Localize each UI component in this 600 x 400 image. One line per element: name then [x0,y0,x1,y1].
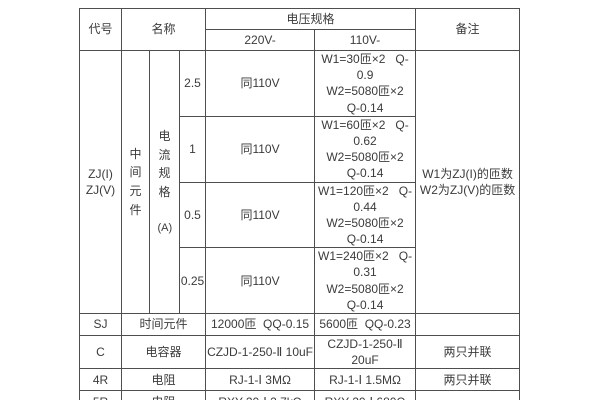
header-220v: 220V- [205,29,316,51]
header-remark: 备注 [415,8,521,51]
zj-220v-cell: 同110V [205,247,316,314]
code-cell: 5R [79,390,122,400]
zj-name-vertical-text: 中间元件 [129,146,142,217]
remark-cell: 两只并联 [415,334,521,370]
v110-cell: CZJD-1-250-Ⅱ 20uF [314,334,417,370]
v110-cell: RJ-1-Ⅰ 1.5MΩ [314,368,417,392]
v220-cell: 12000匝 QQ-0.15 [205,313,316,336]
v220-cell: RJ-1-Ⅰ 3MΩ [205,368,316,392]
zj-current-spec-vertical-text: 电流规格 [158,128,171,199]
zj-current-value-cell: 0.25 [178,247,207,314]
remark-cell [415,390,521,400]
zj-code-cell: ZJ(I) ZJ(V) [79,50,122,314]
v110-cell: 5600匝 QQ-0.23 [314,313,417,336]
zj-current-value-cell: 2.5 [178,50,207,117]
name-cell: 电阻 [120,390,207,400]
header-110v: 110V- [314,29,417,51]
zj-current-value-cell: 0.5 [178,181,207,249]
zj-220v-cell: 同110V [205,115,316,183]
zj-220v-cell: 同110V [205,181,316,249]
name-cell: 时间元件 [120,313,207,336]
name-cell: 电容器 [120,334,207,370]
zj-110v-winding-cell: W1=120匝×2 Q-0.44 W2=5080匝×2 Q-0.14 [314,181,417,249]
component-spec-table: 代号 名称 电压规格 备注 220V- 110V- ZJ(I) ZJ(V) 中间… [79,8,521,400]
zj-220v-cell: 同110V [205,50,316,117]
zj-current-value-cell: 1 [178,115,207,183]
name-cell: 电阻 [120,368,207,392]
code-cell: C [79,334,122,370]
zj-current-spec-unit: (A) [157,221,173,234]
zj-name-cell: 中间元件 [121,50,150,314]
zj-110v-winding-cell: W1=240匝×2 Q-0.31 W2=5080匝×2 Q-0.14 [314,247,417,314]
remark-cell [415,313,521,336]
header-code: 代号 [79,8,122,51]
zj-remark-cell: W1为ZJ(I)的匝数 W2为ZJ(V)的匝数 [415,50,521,314]
v220-cell: CZJD-1-250-Ⅱ 10uF [205,334,316,370]
code-cell: SJ [79,313,122,336]
code-cell: 4R [79,368,122,392]
header-name: 名称 [120,8,207,51]
zj-110v-winding-cell: W1=30匝×2 Q-0.9 W2=5080匝×2 Q-0.14 [314,50,417,117]
v220-cell: RXY-20-Ⅰ 2.7kΩ [205,390,316,400]
zj-110v-winding-cell: W1=60匝×2 Q-0.62 W2=5080匝×2 Q-0.14 [314,115,417,183]
zj-current-spec-cell: 电流规格 (A) [149,50,180,314]
header-voltage-spec: 电压规格 [205,8,417,30]
v110-cell: RXY-20-Ⅰ 680Ω [314,390,417,400]
remark-cell: 两只并联 [415,368,521,392]
